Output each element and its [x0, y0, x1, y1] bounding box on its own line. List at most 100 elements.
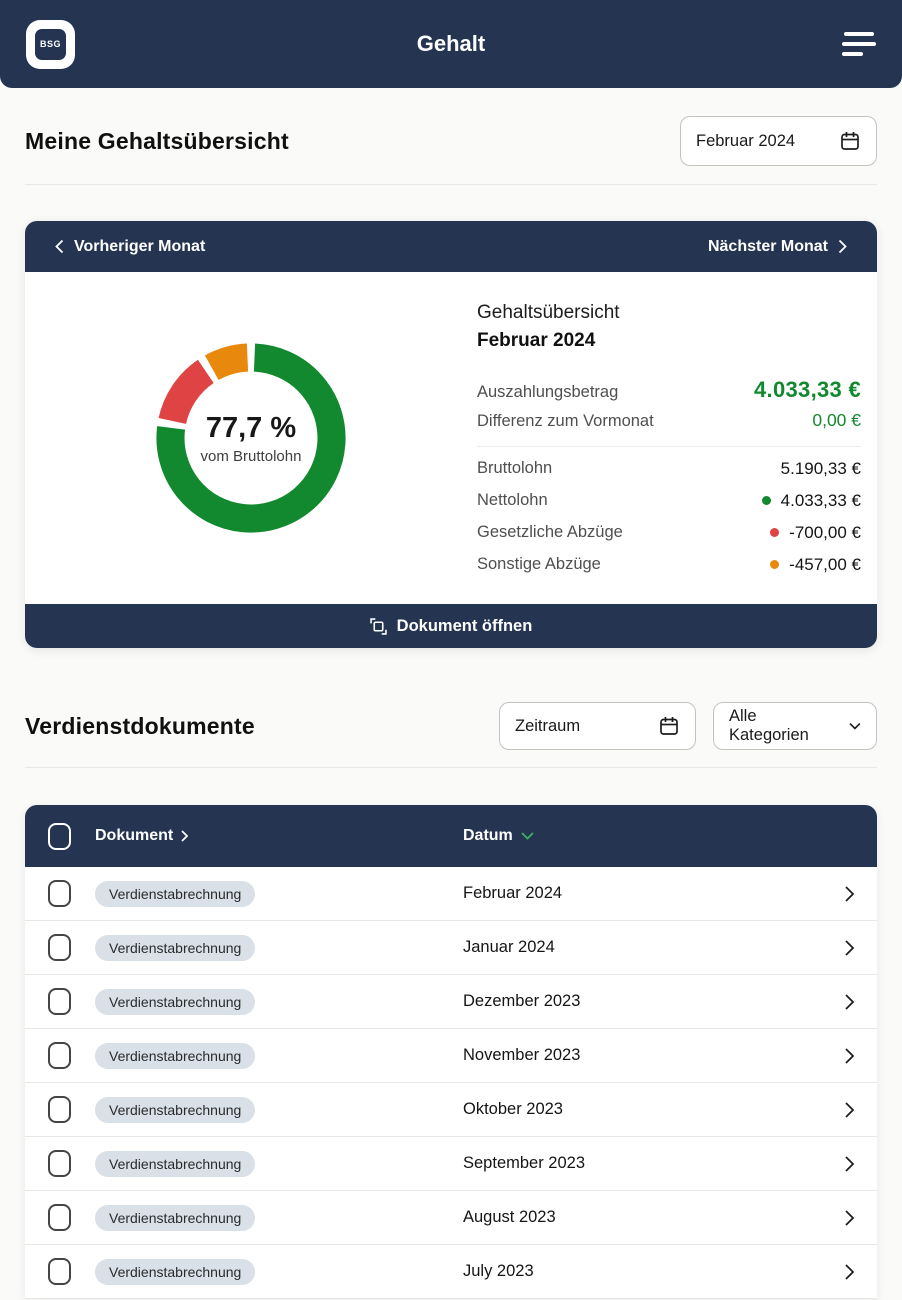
chevron-right-icon — [844, 885, 854, 902]
table-header: Dokument Datum — [25, 805, 877, 867]
document-date: Januar 2024 — [463, 938, 555, 956]
row-checkbox[interactable] — [48, 1258, 71, 1285]
open-row-button[interactable] — [821, 993, 877, 1010]
open-row-button[interactable] — [821, 1155, 877, 1172]
table-row[interactable]: Verdienstabrechnung Dezember 2023 — [25, 975, 877, 1029]
menu-icon[interactable] — [842, 32, 876, 56]
chevron-down-icon — [849, 722, 861, 730]
previous-month-button[interactable]: Vorheriger Monat — [55, 238, 205, 256]
document-date: August 2023 — [463, 1208, 556, 1226]
donut-chart-svg — [156, 343, 346, 533]
month-picker-value: Februar 2024 — [696, 131, 796, 150]
payout-value: 4.033,33 € — [754, 376, 861, 402]
overview-heading: Meine Gehaltsübersicht — [25, 127, 289, 154]
bsg-logo-mark: BSG — [35, 28, 66, 60]
diff-label: Differenz zum Vormonat — [477, 411, 654, 430]
details-month: Februar 2024 — [477, 329, 596, 351]
category-badge: Verdienstabrechnung — [95, 988, 256, 1015]
table-row[interactable]: Verdienstabrechnung August 2023 — [25, 1191, 877, 1245]
red-legend-dot — [770, 528, 780, 537]
row-checkbox[interactable] — [48, 988, 71, 1015]
chevron-right-icon — [844, 993, 854, 1010]
category-badge: Verdienstabrechnung — [95, 1150, 256, 1177]
chevron-right-icon — [844, 939, 854, 956]
row-checkbox[interactable] — [48, 1150, 71, 1177]
period-filter[interactable]: Zeitraum — [499, 702, 696, 750]
open-row-button[interactable] — [821, 1101, 877, 1118]
breakdown-row-gesetzliche-abzuege: Gesetzliche Abzüge -700,00 € — [477, 522, 861, 542]
documents-table: Dokument Datum Verdienstabrechnung Febru… — [25, 805, 877, 1299]
donut-center-label: 77,7 % vom Bruttolohn — [148, 335, 354, 541]
breakdown-row-sonstige-abzuege: Sonstige Abzüge -457,00 € — [477, 554, 861, 574]
category-badge: Verdienstabrechnung — [95, 1204, 256, 1231]
section-divider — [25, 767, 877, 768]
open-document-icon — [369, 617, 387, 635]
breakdown-row-nettolohn: Nettolohn 4.033,33 € — [477, 490, 861, 510]
details-divider — [477, 445, 861, 447]
table-row[interactable]: Verdienstabrechnung September 2023 — [25, 1137, 877, 1191]
breakdown-row-bruttolohn: Bruttolohn 5.190,33 € — [477, 458, 861, 478]
open-row-button[interactable] — [821, 885, 877, 902]
table-row[interactable]: Verdienstabrechnung Januar 2024 — [25, 921, 877, 975]
calendar-icon — [841, 132, 859, 150]
page-title: Gehalt — [416, 31, 486, 56]
chevron-right-icon — [844, 1155, 854, 1172]
category-badge: Verdienstabrechnung — [95, 1042, 256, 1069]
table-row[interactable]: Verdienstabrechnung July 2023 — [25, 1245, 877, 1299]
category-badge: Verdienstabrechnung — [95, 934, 256, 961]
open-row-button[interactable] — [821, 1047, 877, 1064]
select-all-checkbox[interactable] — [48, 822, 71, 850]
document-date: Oktober 2023 — [463, 1100, 563, 1118]
salary-donut-chart: 77,7 % vom Bruttolohn — [25, 335, 477, 541]
table-row[interactable]: Verdienstabrechnung Oktober 2023 — [25, 1083, 877, 1137]
chevron-right-icon — [181, 830, 189, 842]
open-row-button[interactable] — [821, 1263, 877, 1280]
bsg-logo[interactable]: BSG — [26, 19, 75, 69]
calendar-icon — [660, 717, 678, 735]
category-badge: Verdienstabrechnung — [95, 1096, 256, 1123]
salary-overview-card: Vorheriger Monat Nächster Monat 77,7 % v… — [25, 221, 877, 648]
category-badge: Verdienstabrechnung — [95, 1258, 256, 1285]
net-percentage: 77,7 % — [205, 411, 297, 444]
document-date: Februar 2024 — [463, 884, 563, 902]
green-legend-dot — [761, 496, 771, 505]
chevron-left-icon — [55, 239, 64, 254]
row-checkbox[interactable] — [48, 934, 71, 961]
chevron-right-icon — [844, 1047, 854, 1064]
document-date: July 2023 — [463, 1262, 534, 1280]
app-bar: BSG Gehalt — [0, 0, 902, 88]
open-document-button[interactable]: Dokument öffnen — [25, 604, 877, 648]
date-column-header[interactable]: Datum — [463, 827, 821, 845]
open-row-button[interactable] — [821, 939, 877, 956]
chevron-right-icon — [844, 1263, 854, 1280]
salary-details: Gehaltsübersicht Februar 2024 Auszahlung… — [477, 302, 877, 575]
period-filter-label: Zeitraum — [515, 716, 581, 735]
row-checkbox[interactable] — [48, 1096, 71, 1123]
next-month-button[interactable]: Nächster Monat — [708, 238, 847, 256]
category-filter[interactable]: Alle Kategorien — [713, 702, 877, 750]
table-row[interactable]: Verdienstabrechnung November 2023 — [25, 1029, 877, 1083]
net-percentage-caption: vom Bruttolohn — [200, 447, 302, 465]
row-checkbox[interactable] — [48, 1042, 71, 1069]
payout-label: Auszahlungsbetrag — [477, 382, 619, 401]
document-date: September 2023 — [463, 1154, 586, 1172]
category-filter-value: Alle Kategorien — [729, 707, 809, 744]
document-date: November 2023 — [463, 1046, 581, 1064]
table-row[interactable]: Verdienstabrechnung Februar 2024 — [25, 867, 877, 921]
month-picker[interactable]: Februar 2024 — [680, 116, 877, 166]
diff-value: 0,00 € — [812, 409, 861, 430]
row-checkbox[interactable] — [48, 880, 71, 907]
next-month-label: Nächster Monat — [707, 237, 828, 255]
document-column-header[interactable]: Dokument — [95, 827, 463, 845]
chevron-right-icon — [844, 1101, 854, 1118]
previous-month-label: Vorheriger Monat — [74, 237, 206, 255]
month-navigation: Vorheriger Monat Nächster Monat — [25, 221, 877, 272]
section-divider — [25, 184, 877, 185]
document-date: Dezember 2023 — [463, 992, 581, 1010]
open-row-button[interactable] — [821, 1209, 877, 1226]
row-checkbox[interactable] — [48, 1204, 71, 1231]
sort-descending-icon — [521, 832, 534, 840]
legend-dot — [762, 464, 771, 473]
category-badge: Verdienstabrechnung — [95, 880, 256, 907]
open-document-label: Dokument öffnen — [396, 616, 533, 635]
